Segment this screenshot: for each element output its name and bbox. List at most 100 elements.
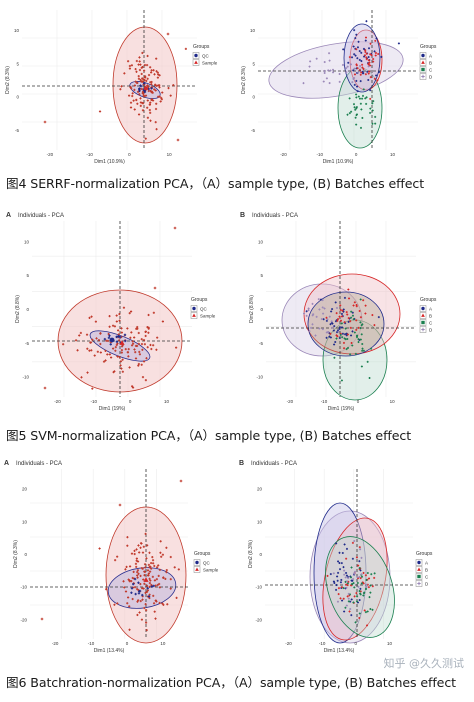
fig5-panel-a-point — [108, 353, 111, 356]
fig6-panel-b-point — [358, 576, 361, 579]
fig4-panel-b-ytick-label: -5 — [251, 128, 255, 133]
fig4-panel-b-point — [355, 93, 358, 96]
fig4-panel-a-point — [144, 137, 147, 140]
fig6-panel-a-point — [136, 600, 139, 603]
fig4-panel-a-point — [136, 102, 139, 105]
fig6-panel-a-point — [164, 577, 167, 581]
fig5-panel-a-outlier-point — [153, 286, 157, 290]
fig6-panel-a-point — [116, 555, 119, 558]
fig6-panel-a-legend-title: Groups — [194, 551, 211, 557]
fig6-panel-a-point — [137, 572, 140, 575]
fig4-panel-b-point — [373, 77, 376, 80]
fig6-panel-a-outlier-point — [179, 479, 183, 483]
fig6-panel-a-point — [147, 572, 150, 575]
fig5-panel-a-point — [131, 340, 134, 343]
fig5-panel-b-ellipse-3 — [307, 291, 385, 357]
fig5-panel-b-point — [322, 318, 325, 321]
fig6-panel-a-point — [145, 629, 148, 632]
fig4-panel-a-point — [135, 70, 138, 73]
fig6-panel-b-legend-label-C: C — [425, 575, 429, 580]
fig5-panel-a-point — [141, 376, 145, 379]
fig4-panel-a-point — [133, 88, 136, 91]
fig5-panel-a-outlier-point — [173, 226, 177, 230]
fig4-panel-a-point — [133, 84, 136, 87]
fig6-panel-a-point — [114, 559, 117, 562]
fig5-panel-b-point — [331, 326, 334, 329]
fig4-panel-a-ytick-label: 0 — [16, 95, 19, 100]
fig5-panel-a-point — [114, 346, 117, 349]
fig6-panel-b-point — [373, 576, 376, 579]
fig6-panel-a-point — [159, 551, 162, 554]
fig5-panel-a-legend-label-QC: QC — [200, 307, 208, 312]
fig5-panel-a-point — [144, 330, 147, 333]
fig5-panel-b-point — [344, 333, 347, 336]
fig5-panel-b-legend-marker — [421, 327, 425, 332]
fig6-panel-a-ytick-label: -10 — [20, 585, 27, 590]
fig5-panel-a-point — [88, 349, 91, 352]
fig5-panel-a-xaxis-label: Dim1 (19%) — [99, 406, 126, 412]
fig5-panel-b-xaxis-label: Dim1 (19%) — [328, 406, 355, 412]
fig6-panel-b-point — [340, 562, 343, 565]
fig6-panel-b-point — [360, 573, 363, 576]
fig6-panel-a-point — [156, 583, 159, 587]
fig6-panel-a-point — [140, 567, 143, 570]
fig5-panel-b-point — [335, 337, 338, 340]
fig6-panel-b-point — [347, 592, 350, 595]
fig6-panel-b-point — [358, 590, 361, 593]
fig6-panel-a-point — [162, 603, 165, 606]
fig5-panel-a-group-mean — [119, 340, 125, 345]
fig6-panel-b: 20 10 0 -10 -20 -20 -10 0 10 Dim1 (13.4%) Dim2 (8.… — [239, 460, 433, 654]
fig4-panel-a-point — [160, 96, 163, 100]
fig4-panel-b-point — [361, 63, 364, 66]
figure-serrf-svg: 10 5 0 -5 -20 -10 0 10 Dim1 (10.9%) Dim2 (8.3%) Gr… — [5, 10, 437, 165]
fig6-panel-b-point — [360, 556, 363, 559]
fig4-panel-a-point — [147, 89, 150, 93]
fig5-panel-b-point — [352, 304, 355, 307]
fig6-panel-b-legend-label-A: A — [425, 561, 428, 566]
fig4-panel-a-xaxis-label: Dim1 (10.9%) — [94, 159, 125, 165]
fig6-panel-a-point — [130, 591, 133, 594]
fig4-panel-b-point — [362, 88, 365, 91]
fig6-panel-a-point — [138, 551, 141, 554]
fig4-panel-b: 10 5 0 -5 -20 -10 0 10 Dim1 (10.9%) Dim2 (8.3%) Gr… — [241, 10, 437, 165]
fig6-panel-b-legend-marker — [417, 560, 421, 565]
fig6-panel-b-ytick-label: 10 — [257, 519, 263, 524]
fig6-panel-b-point — [345, 547, 348, 550]
fig6-panel-a-point — [140, 618, 144, 621]
fig4-panel-a-point — [139, 84, 142, 87]
fig5-panel-b-point — [361, 347, 364, 350]
fig4-panel-b-point — [353, 29, 356, 32]
fig5-panel-b-ytick-label: 5 — [260, 273, 263, 278]
fig4-panel-a-point — [127, 94, 131, 97]
fig6-panel-a-point — [148, 577, 151, 580]
fig5-panel-a-point — [131, 385, 134, 388]
fig5-panel-b-point — [339, 308, 342, 311]
fig6-panel-a-point — [177, 568, 180, 571]
fig5-panel-a-point — [120, 327, 123, 330]
fig5-panel-b-yaxis-label: Dim2 (8.8%) — [249, 295, 255, 323]
fig4-panel-a-point — [143, 95, 146, 98]
fig4-panel-b-point — [352, 45, 355, 48]
fig6-panel-b-point — [339, 568, 342, 571]
fig6-panel-a-outlier-point — [40, 617, 44, 621]
fig4-panel-b-point — [364, 36, 367, 39]
fig5-panel-a-point — [118, 319, 121, 322]
fig5-panel-a-point — [76, 349, 79, 352]
fig4-panel-a-point — [141, 66, 144, 69]
fig5-panel-b-point — [340, 315, 343, 318]
fig4-panel-b-point — [327, 69, 330, 72]
fig5-panel-b-point — [357, 341, 360, 344]
fig4-panel-b-point — [345, 67, 348, 70]
fig4-panel-a-point — [156, 71, 159, 74]
fig4-panel-a-point — [128, 67, 132, 70]
fig6-panel-a-point — [147, 574, 150, 577]
fig4-panel-a-point — [139, 97, 142, 100]
fig6-panel-a-point — [159, 540, 162, 543]
fig4-panel-b-point — [359, 102, 362, 105]
fig5-panel-b-point — [340, 312, 343, 315]
fig6-panel-a-point — [144, 621, 148, 624]
fig4-panel-b-point — [355, 64, 358, 67]
fig6-panel-a-point — [141, 551, 145, 554]
fig4-panel-b-point — [361, 66, 364, 69]
fig4-panel-a-point — [143, 69, 146, 72]
